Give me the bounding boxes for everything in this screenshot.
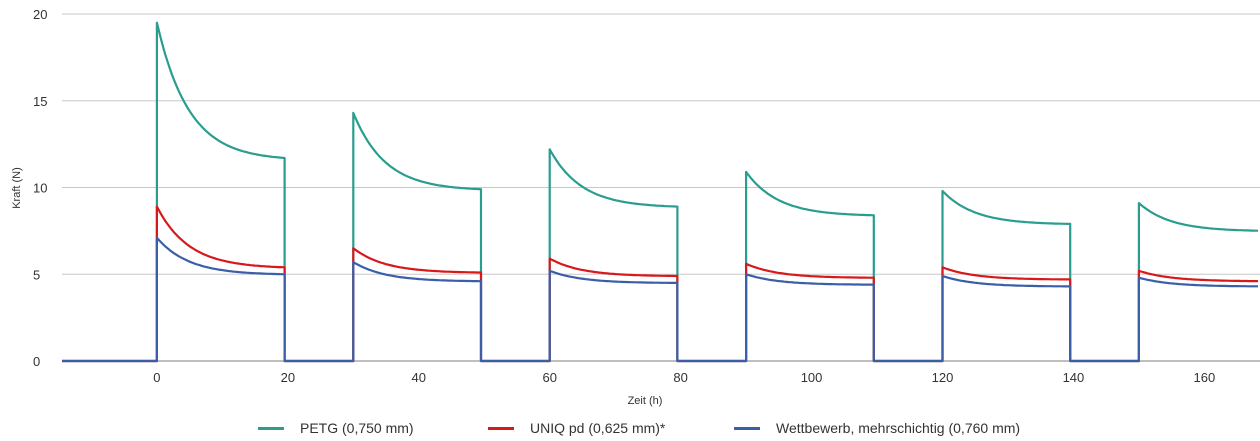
series-line-0	[62, 21, 1258, 363]
y-axis-label: Kraft (N)	[11, 167, 23, 209]
y-tick-label-15: 15	[33, 94, 47, 109]
y-tick-label-10: 10	[33, 181, 47, 196]
legend-swatch-petg	[258, 426, 284, 430]
series-layer	[62, 21, 1258, 363]
y-tick-label-5: 5	[33, 267, 40, 282]
grid-lines	[62, 13, 1260, 362]
x-tick-label-120: 120	[932, 370, 954, 385]
legend-item-wettbewerb[interactable]: Wettbewerb, mehrschichtig (0,760 mm)	[734, 420, 1020, 436]
legend-swatch-wettbewerb	[734, 426, 760, 430]
legend-item-uniq[interactable]: UNIQ pd (0,625 mm)*	[488, 420, 665, 436]
y-tick-label-20: 20	[33, 7, 47, 22]
legend-swatch-uniq	[488, 426, 514, 430]
x-tick-label-160: 160	[1194, 370, 1216, 385]
x-axis-label: Zeit (h)	[628, 395, 663, 407]
x-axis-ticks: 0 20 40 60 80 100 120 140 160	[153, 370, 1215, 385]
x-tick-label-20: 20	[281, 370, 295, 385]
legend-label-petg: PETG (0,750 mm)	[300, 420, 414, 436]
x-tick-label-40: 40	[412, 370, 426, 385]
y-tick-label-0: 0	[33, 354, 40, 369]
force-time-chart: 0 5 10 15 20 0 20 40 60 80 100 120 140 160 Kraft (N)…	[11, 7, 1260, 407]
legend-label-wettbewerb: Wettbewerb, mehrschichtig (0,760 mm)	[776, 420, 1021, 436]
x-tick-label-100: 100	[801, 370, 823, 385]
legend-label-uniq: UNIQ pd (0,625 mm)*	[530, 420, 666, 436]
x-tick-label-0: 0	[153, 370, 160, 385]
series-line-2	[62, 236, 1258, 363]
x-tick-label-60: 60	[542, 370, 556, 385]
legend-item-petg[interactable]: PETG (0,750 mm)	[258, 420, 414, 436]
legend: PETG (0,750 mm) UNIQ pd (0,625 mm)* Wett…	[0, 420, 1260, 440]
y-axis-ticks: 0 5 10 15 20	[33, 7, 47, 369]
x-tick-label-140: 140	[1063, 370, 1085, 385]
x-tick-label-80: 80	[673, 370, 687, 385]
